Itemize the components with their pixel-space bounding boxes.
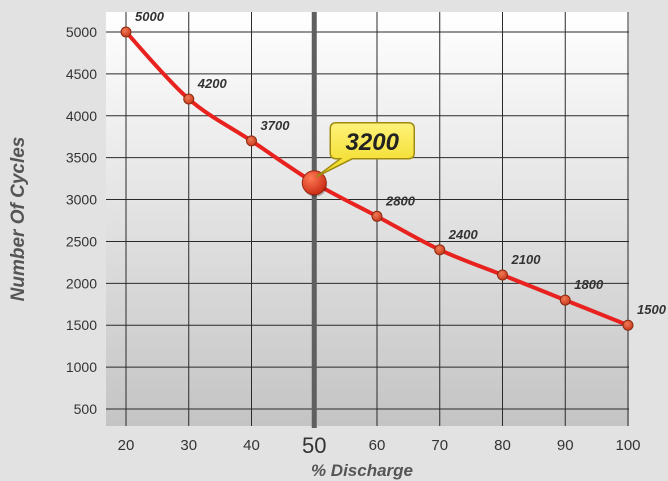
point-label: 1500 xyxy=(637,302,667,317)
highlight-callout: 3200 xyxy=(315,122,415,178)
tick-labels: 500 1000 1500 2000 2500 3000 3500 4000 4500 5000 2… xyxy=(66,24,641,458)
x-tick-label: 70 xyxy=(431,437,448,454)
data-point xyxy=(497,269,508,281)
y-tick-label: 1500 xyxy=(66,317,97,333)
data-point xyxy=(371,210,383,222)
callout-value: 3200 xyxy=(346,129,400,156)
x-tick-label: 30 xyxy=(180,437,197,454)
y-tick-label: 500 xyxy=(74,401,98,417)
data-point xyxy=(120,26,132,38)
data-point xyxy=(246,135,257,147)
y-tick-label: 3000 xyxy=(66,192,97,208)
y-tick-label: 3500 xyxy=(66,150,97,166)
y-tick-label: 5000 xyxy=(66,24,97,40)
y-tick-label: 2500 xyxy=(66,233,97,249)
x-tick-label: 60 xyxy=(369,437,386,454)
x-tick-label: 90 xyxy=(557,437,574,454)
x-tick-label: 40 xyxy=(243,437,260,454)
x-tick-label: 80 xyxy=(494,437,511,454)
y-tick-label: 4500 xyxy=(66,66,97,82)
point-labels: 5000 4200 3700 2800 2400 2100 1800 1500 xyxy=(135,9,667,317)
y-tick-label: 2000 xyxy=(66,275,97,291)
point-label: 2100 xyxy=(511,252,542,267)
data-point xyxy=(434,244,446,256)
data-point xyxy=(559,294,571,306)
x-tick-label-highlight: 50 xyxy=(302,433,326,458)
y-tick-label: 1000 xyxy=(66,359,97,375)
x-axis-title: % Discharge xyxy=(311,461,413,480)
y-tick-label: 4000 xyxy=(66,108,97,124)
highlight-marker xyxy=(301,170,327,196)
point-label: 2800 xyxy=(385,193,416,208)
data-point xyxy=(622,319,634,331)
point-label: 1800 xyxy=(574,277,604,292)
callout-bubble xyxy=(315,122,415,178)
y-axis-title: Number Of Cycles xyxy=(8,137,29,302)
point-label: 2400 xyxy=(448,227,479,242)
point-label: 4200 xyxy=(197,76,228,91)
x-tick-label: 100 xyxy=(615,437,640,454)
grid xyxy=(106,12,629,426)
data-point xyxy=(183,93,195,105)
point-label: 3700 xyxy=(261,118,291,133)
markers xyxy=(120,26,634,331)
x-tick-label: 20 xyxy=(118,437,135,454)
point-label: 5000 xyxy=(135,9,165,24)
plot-area xyxy=(106,12,629,426)
